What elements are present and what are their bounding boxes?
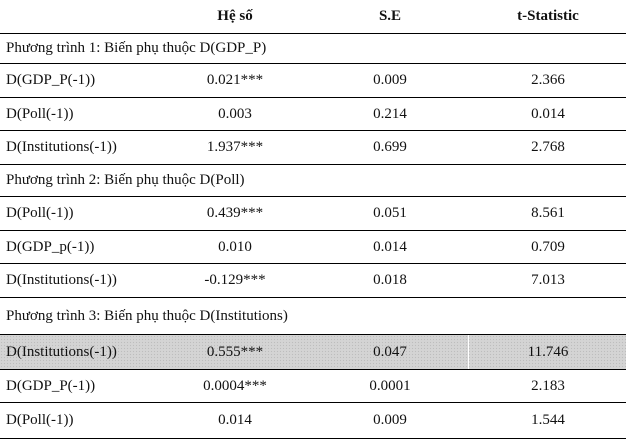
section-title: Phương trình 1: Biến phụ thuộc D(GDP_P) bbox=[0, 34, 626, 64]
row-tstat: 2.366 bbox=[531, 72, 565, 88]
header-coef: Hệ số bbox=[217, 8, 253, 24]
row-coef: 0.021*** bbox=[206, 72, 264, 88]
table-row: D(Institutions(-1)) -0.129*** 0.018 7.01… bbox=[0, 264, 626, 298]
row-se: 0.051 bbox=[373, 205, 407, 221]
section-1-title: Phương trình 1: Biến phụ thuộc D(GDP_P) bbox=[6, 40, 267, 56]
row-variable: D(GDP_p(-1)) bbox=[6, 238, 95, 255]
row-coef: 0.014 bbox=[218, 412, 252, 428]
column-divider bbox=[468, 335, 469, 369]
row-se: 0.047 bbox=[373, 343, 407, 360]
row-se: 0.009 bbox=[373, 412, 407, 428]
row-coef: 0.010 bbox=[218, 238, 252, 255]
row-tstat: 2.183 bbox=[531, 377, 565, 394]
row-coef: 0.439*** bbox=[206, 205, 264, 221]
row-variable: D(Poll(-1)) bbox=[6, 205, 74, 221]
row-se: 0.014 bbox=[373, 238, 407, 255]
row-coef: 0.0004*** bbox=[203, 377, 267, 394]
section-title: Phương trình 3: Biến phụ thuộc D(Institu… bbox=[0, 298, 626, 335]
row-coef: 0.555*** bbox=[206, 343, 264, 360]
row-variable: D(GDP_P(-1)) bbox=[6, 72, 96, 88]
table-row: D(GDP_P(-1)) 0.021*** 0.009 2.366 bbox=[0, 64, 626, 98]
table-row: D(Poll(-1)) 0.003 0.214 0.014 bbox=[0, 98, 626, 131]
row-se: 0.0001 bbox=[369, 377, 411, 394]
row-se: 0.018 bbox=[373, 272, 407, 288]
section-3-title: Phương trình 3: Biến phụ thuộc D(Institu… bbox=[6, 307, 288, 324]
row-tstat: 0.709 bbox=[531, 238, 565, 255]
header-se: S.E bbox=[378, 8, 402, 24]
row-coef: -0.129*** bbox=[204, 272, 266, 288]
row-variable: D(Poll(-1)) bbox=[6, 105, 74, 122]
row-variable: D(Institutions(-1)) bbox=[6, 139, 117, 155]
header-tstat: t-Statistic bbox=[517, 8, 579, 24]
row-variable: D(GDP_P(-1)) bbox=[6, 377, 96, 394]
table-header: Hệ số S.E t-Statistic bbox=[0, 0, 626, 34]
row-se: 0.009 bbox=[373, 72, 407, 88]
row-tstat: 0.014 bbox=[531, 105, 565, 122]
row-tstat: 8.561 bbox=[531, 205, 565, 221]
section-2-title: Phương trình 2: Biến phụ thuộc D(Poll) bbox=[6, 172, 245, 188]
row-tstat: 7.013 bbox=[531, 272, 565, 288]
table-row-highlighted: D(Institutions(-1)) 0.555*** 0.047 11.74… bbox=[0, 335, 626, 370]
table-row: D(Poll(-1)) 0.014 0.009 1.544 bbox=[0, 403, 626, 439]
table-row: D(Institutions(-1)) 1.937*** 0.699 2.768 bbox=[0, 131, 626, 165]
row-tstat: 1.544 bbox=[531, 412, 565, 428]
section-title: Phương trình 2: Biến phụ thuộc D(Poll) bbox=[0, 165, 626, 197]
table-row: D(GDP_P(-1)) 0.0004*** 0.0001 2.183 bbox=[0, 370, 626, 403]
row-variable: D(Institutions(-1)) bbox=[6, 272, 117, 288]
row-se: 0.214 bbox=[373, 105, 407, 122]
row-se: 0.699 bbox=[373, 139, 407, 155]
table-row: D(GDP_p(-1)) 0.010 0.014 0.709 bbox=[0, 231, 626, 264]
row-tstat: 2.768 bbox=[531, 139, 565, 155]
row-variable: D(Poll(-1)) bbox=[6, 412, 74, 428]
row-variable: D(Institutions(-1)) bbox=[6, 343, 117, 360]
row-tstat: 11.746 bbox=[527, 343, 569, 360]
table-row: D(Poll(-1)) 0.439*** 0.051 8.561 bbox=[0, 197, 626, 231]
row-coef: 0.003 bbox=[218, 105, 252, 122]
row-coef: 1.937*** bbox=[206, 139, 264, 155]
